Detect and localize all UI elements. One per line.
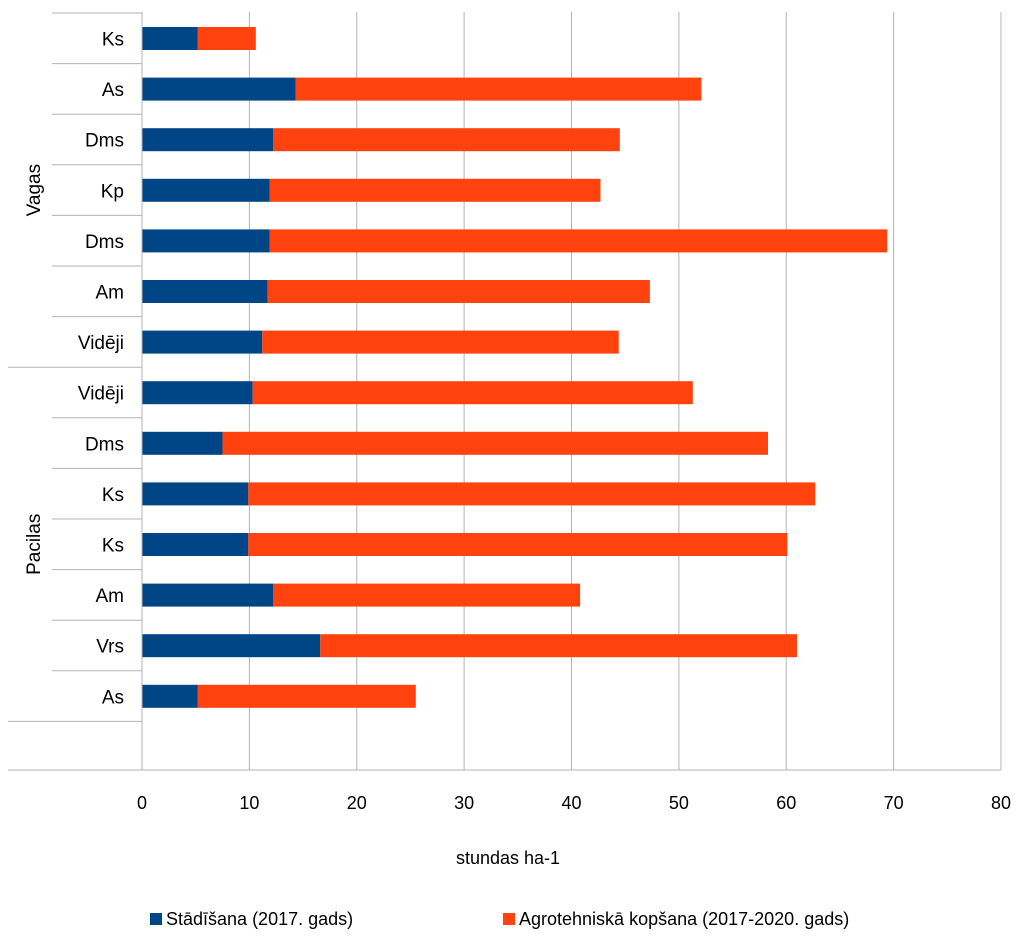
x-tick-label: 30	[454, 793, 474, 813]
bar-agrotehniska-kopsana	[222, 431, 768, 455]
bar-stadisana	[142, 583, 273, 607]
x-tick-label: 50	[669, 793, 689, 813]
bar-agrotehniska-kopsana	[252, 381, 693, 405]
category-label: Vidēji	[78, 333, 124, 354]
category-label: Ks	[102, 485, 124, 506]
x-tick-label: 20	[347, 793, 367, 813]
bar-stadisana	[142, 128, 273, 152]
bar-stadisana	[142, 684, 198, 708]
group-label: Pacilas	[24, 514, 45, 575]
axes	[8, 12, 1001, 771]
category-label: As	[102, 80, 124, 101]
bar-stadisana	[142, 229, 270, 253]
bar-agrotehniska-kopsana	[320, 634, 797, 658]
bar-stadisana	[142, 27, 198, 50]
bar-agrotehniska-kopsana	[272, 128, 620, 152]
bar-stadisana	[142, 634, 321, 658]
x-tick-label: 80	[991, 793, 1011, 813]
category-label: Am	[96, 283, 125, 304]
category-labels: Ks As Dms Kp Dms Am Vidēji Vidēji Dms Ks Ks Am Vrs As	[78, 30, 124, 709]
bar-agrotehniska-kopsana	[197, 27, 256, 50]
group-labels: Vagas Pacilas	[24, 164, 45, 575]
legend: Stādīšana (2017. gads) Agrotehniskā kopša…	[150, 909, 849, 929]
bar-stadisana	[142, 77, 296, 101]
bar-agrotehniska-kopsana	[248, 533, 788, 556]
bar-stadisana	[142, 330, 263, 354]
bar-agrotehniska-kopsana	[248, 482, 816, 506]
x-tick-label: 10	[239, 793, 259, 813]
bar-stadisana	[142, 533, 249, 556]
bar-stadisana	[142, 482, 249, 506]
bar-stadisana	[142, 381, 253, 405]
legend-swatch	[503, 913, 515, 925]
x-tick-label: 60	[776, 793, 796, 813]
category-label: Ks	[102, 536, 124, 557]
x-axis-label: stundas ha-1	[456, 848, 560, 868]
category-label: Kp	[101, 181, 124, 202]
bar-stadisana	[142, 178, 270, 202]
bar-agrotehniska-kopsana	[267, 280, 650, 303]
category-label: Vrs	[96, 637, 124, 658]
bar-stadisana	[142, 280, 268, 303]
bars	[142, 27, 888, 708]
legend-label: Stādīšana (2017. gads)	[166, 909, 353, 929]
x-tick-label: 70	[884, 793, 904, 813]
bar-agrotehniska-kopsana	[272, 583, 581, 607]
x-tick-labels: 0 10 20 30 40 50 60 70 80	[137, 793, 1011, 813]
category-label: As	[102, 687, 124, 708]
legend-swatch	[150, 913, 162, 925]
bar-stadisana	[142, 431, 223, 455]
category-label: Vidēji	[78, 384, 124, 405]
category-label: Dms	[85, 232, 124, 253]
bar-agrotehniska-kopsana	[262, 330, 619, 354]
category-label: Am	[96, 586, 125, 607]
category-label: Dms	[85, 131, 124, 152]
category-label: Ks	[102, 30, 124, 51]
bar-agrotehniska-kopsana	[269, 178, 601, 202]
legend-label: Agrotehniskā kopšana (2017-2020. gads)	[519, 909, 849, 929]
x-tick-label: 0	[137, 793, 147, 813]
group-label: Vagas	[24, 164, 45, 216]
bar-agrotehniska-kopsana	[269, 229, 888, 253]
bar-agrotehniska-kopsana	[295, 77, 702, 101]
bar-agrotehniska-kopsana	[197, 684, 416, 708]
category-label: Dms	[85, 434, 124, 455]
x-tick-label: 40	[561, 793, 581, 813]
